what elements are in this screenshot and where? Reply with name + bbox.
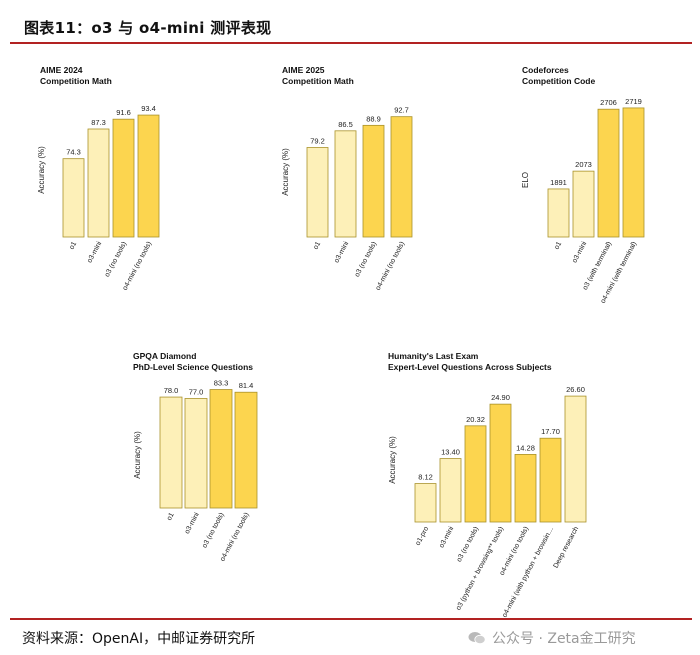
chart-5-bar-4	[489, 403, 512, 523]
chart-5-title: Humanity's Last Exam	[388, 351, 479, 361]
chart-2-title: AIME 2025	[282, 65, 325, 75]
chart-5-bar-6	[539, 437, 562, 523]
chart-5-ylabel: Accuracy (%)	[388, 436, 397, 484]
chart-5-bar-3	[464, 425, 487, 523]
chart-3-value-label-2: 2073	[575, 160, 592, 169]
chart-4-bar-1	[159, 396, 183, 509]
chart-3-tick-label-2: o3-mini	[571, 240, 588, 264]
chart-4-tick-label-1: o1	[166, 512, 176, 522]
chart-5-value-label-1: 8.12	[418, 473, 433, 482]
chart-1-bar-1	[62, 158, 85, 238]
chart-3-bar-3	[597, 108, 620, 238]
chart-2-value-label-2: 86.5	[338, 120, 353, 129]
chart-4-subtitle: PhD-Level Science Questions	[133, 362, 253, 372]
chart-4-value-label-3: 83.3	[214, 379, 229, 388]
chart-5-tick-label-3: o3 (no tools)	[456, 526, 480, 564]
chart-1-title: AIME 2024	[40, 65, 83, 75]
wechat-icon	[468, 632, 486, 645]
chart-4-bar-3	[209, 389, 233, 509]
chart-5-subtitle: Expert-Level Questions Across Subjects	[388, 362, 552, 372]
chart-5-bar-2	[439, 458, 462, 523]
chart-1-tick-label-1: o1	[68, 241, 78, 251]
chart-3-ylabel: ELO	[521, 172, 530, 188]
chart-5-value-label-5: 14.28	[516, 443, 535, 452]
chart-5-value-label-2: 13.40	[441, 448, 460, 457]
chart-1-tick-label-4: o4-mini (no tools)	[122, 241, 154, 292]
chart-3-bar-2	[572, 170, 595, 238]
chart-4-tick-label-2: o3-mini	[184, 511, 201, 535]
chart-2-tick-label-2: o3-mini	[333, 240, 350, 264]
header: 图表11：o3 与 o4-mini 测评表现	[0, 0, 700, 46]
chart-2-value-label-3: 88.9	[366, 114, 381, 123]
chart-3-tick-label-1: o1	[553, 241, 563, 251]
chart-2-subtitle: Competition Math	[282, 76, 354, 86]
chart-1-value-label-4: 93.4	[141, 104, 156, 113]
chart-2-tick-label-1: o1	[312, 241, 322, 251]
chart-5-tick-label-1: o1-pro	[415, 526, 431, 547]
chart-3-bar-4	[622, 107, 645, 238]
watermark: 公众号 · Zeta金工研究	[468, 628, 636, 648]
chart-4-ylabel: Accuracy (%)	[133, 431, 142, 479]
chart-5-value-label-6: 17.70	[541, 427, 560, 436]
chart-4-title: GPQA Diamond	[133, 351, 196, 361]
chart-4-bar-2	[184, 398, 208, 509]
chart-3-title: Codeforces	[522, 65, 569, 75]
chart-1-tick-label-3: o3 (no tools)	[104, 241, 128, 279]
chart-5-bar-7	[564, 395, 587, 523]
chart-2-value-label-4: 92.7	[394, 106, 409, 115]
chart-3-subtitle: Competition Code	[522, 76, 595, 86]
chart-1-subtitle: Competition Math	[40, 76, 112, 86]
chart-2-bar-4	[390, 116, 413, 238]
chart-1-bar-2	[87, 128, 110, 238]
chart-5-tick-label-2: o3-mini	[438, 525, 455, 549]
chart-1-ylabel: Accuracy (%)	[37, 146, 46, 194]
chart-2-value-label-1: 79.2	[310, 136, 325, 145]
chart-4-tick-label-4: o4-mini (no tools)	[219, 512, 251, 563]
chart-4-value-label-1: 78.0	[164, 386, 179, 395]
chart-1-bar-3	[112, 118, 135, 238]
chart-5-tick-label-4: o3 (python + browsing** tools)	[455, 526, 505, 612]
chart-4-value-label-2: 77.0	[189, 387, 204, 396]
chart-1-bar-4	[137, 114, 160, 238]
chart-2-tick-label-4: o4-mini (no tools)	[375, 241, 407, 292]
chart-1-value-label-2: 87.3	[91, 118, 106, 127]
chart-5-tick-label-7: Deep research	[553, 526, 581, 570]
chart-5-value-label-7: 26.60	[566, 385, 585, 394]
chart-4-tick-label-3: o3 (no tools)	[201, 512, 225, 550]
chart-3-value-label-3: 2706	[600, 98, 617, 107]
chart-5-bar-5	[514, 454, 537, 523]
chart-5-value-label-4: 24.90	[491, 393, 510, 402]
chart-5-bar-1	[414, 483, 437, 523]
chart-2-bar-1	[306, 147, 329, 238]
chart-5-tick-label-6: o4-mini (with python + browsin…	[501, 526, 555, 618]
chart-4-value-label-4: 81.4	[239, 381, 254, 390]
chart-2-bar-2	[334, 130, 357, 238]
chart-2-bar-3	[362, 124, 385, 238]
chart-2-tick-label-3: o3 (no tools)	[354, 241, 378, 279]
chart-1-value-label-3: 91.6	[116, 108, 131, 117]
chart-1-tick-label-2: o3-mini	[86, 240, 103, 264]
chart-3-value-label-1: 1891	[550, 178, 567, 187]
chart-1-value-label-1: 74.3	[66, 148, 81, 157]
footer-rule	[10, 618, 692, 620]
chart-3-value-label-4: 2719	[625, 97, 642, 106]
source-note: 资料来源：OpenAI，中邮证券研究所	[22, 631, 256, 647]
chart-3-bar-1	[547, 188, 570, 238]
header-rule	[10, 42, 692, 44]
figure-title: 图表11：o3 与 o4-mini 测评表现	[24, 19, 272, 37]
chart-4-bar-4	[234, 391, 258, 509]
watermark-text: 公众号 · Zeta金工研究	[492, 631, 636, 647]
chart-5-value-label-3: 20.32	[466, 415, 485, 424]
chart-2-ylabel: Accuracy (%)	[281, 148, 290, 196]
